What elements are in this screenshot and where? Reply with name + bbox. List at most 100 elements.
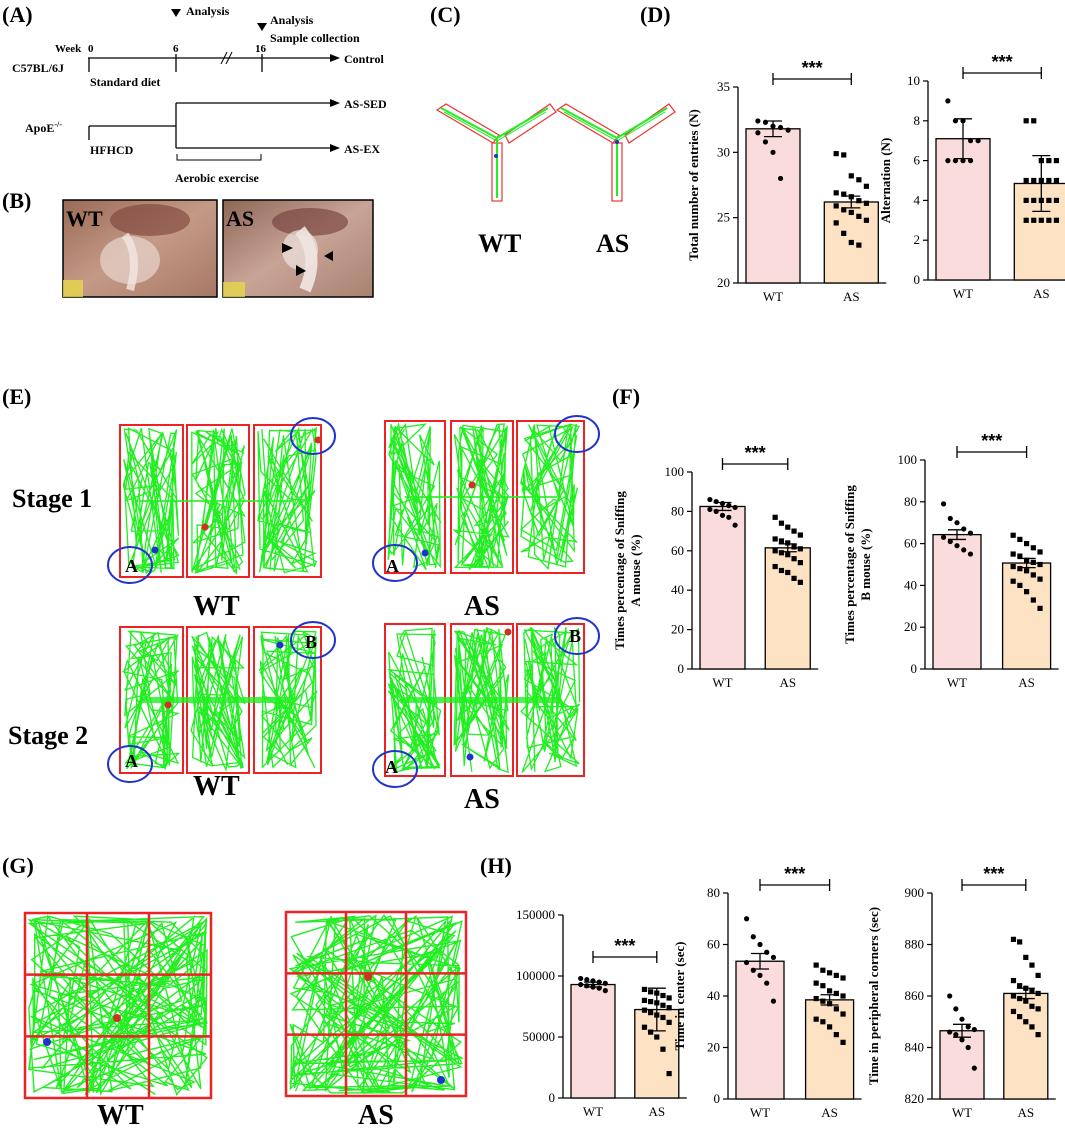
data-point xyxy=(863,217,870,223)
data-point xyxy=(584,983,590,989)
open-field-tracks: WT AS xyxy=(23,910,468,1130)
data-point xyxy=(833,972,839,978)
stage1-wt-mouse-a: A xyxy=(125,556,138,576)
y-tick-label: 60 xyxy=(671,543,684,558)
chamber-set-2 xyxy=(372,415,600,582)
panel-label-d: (D) xyxy=(640,2,671,27)
sample-collection-label: Sample collection xyxy=(270,31,360,45)
data-point xyxy=(833,1032,839,1038)
data-point xyxy=(1017,939,1023,945)
stage2-as-mouse-b: B xyxy=(569,626,581,646)
data-point xyxy=(841,152,847,158)
data-point xyxy=(820,983,826,989)
data-point xyxy=(947,515,953,522)
data-point xyxy=(707,496,713,503)
data-point xyxy=(1023,985,1029,991)
y-tick-label: 20 xyxy=(904,619,917,634)
data-point xyxy=(770,998,777,1004)
data-point xyxy=(967,551,974,557)
data-point xyxy=(856,198,862,204)
panel-label-a: (A) xyxy=(2,2,33,27)
data-point xyxy=(1029,1024,1035,1030)
data-point xyxy=(772,548,778,554)
stage-2-label: Stage 2 xyxy=(8,721,88,750)
week-tick-6: 6 xyxy=(173,43,179,55)
open-field-as-label: AS xyxy=(358,1100,394,1130)
bar-wt xyxy=(735,960,785,1100)
significance-label: *** xyxy=(992,52,1013,72)
x-tick-label: AS xyxy=(1018,675,1035,690)
y-maze-as-label: AS xyxy=(596,229,629,258)
x-tick-label: AS xyxy=(1033,286,1050,301)
bar-as xyxy=(1003,992,1049,1100)
data-point xyxy=(772,514,778,520)
data-point xyxy=(713,498,719,505)
data-point xyxy=(1010,1008,1017,1015)
data-point xyxy=(841,230,847,236)
chamber-set-1 xyxy=(107,417,336,584)
data-point xyxy=(590,978,596,984)
data-point xyxy=(840,993,846,999)
data-point xyxy=(791,528,797,534)
data-point xyxy=(863,183,870,189)
aerobic-exercise-label: Aerobic exercise xyxy=(175,171,260,185)
data-point xyxy=(778,538,785,544)
analysis-marker-2 xyxy=(257,23,267,31)
plaque-arrow-3 xyxy=(324,251,333,261)
week-label: Week xyxy=(55,43,82,55)
data-point xyxy=(1017,983,1023,989)
data-point xyxy=(833,203,839,209)
y-axis-label: Time in center (sec) xyxy=(672,942,687,1051)
y-tick-label: 8 xyxy=(914,113,921,128)
analysis-marker-1 xyxy=(171,9,181,17)
data-point xyxy=(778,520,785,526)
data-point xyxy=(965,1024,971,1030)
data-point xyxy=(578,981,584,988)
data-point xyxy=(743,959,750,966)
data-point xyxy=(954,520,960,526)
data-point xyxy=(654,1012,660,1018)
y-tick-label: 900 xyxy=(905,885,925,900)
y-tick-label: 0 xyxy=(714,1091,721,1106)
data-point xyxy=(778,567,785,574)
data-point xyxy=(1038,197,1044,203)
data-point xyxy=(757,941,763,948)
data-point xyxy=(841,191,847,197)
hfhcd-diet-label: HFHCD xyxy=(90,143,134,157)
data-point xyxy=(833,220,839,226)
chamber-set-4 xyxy=(372,617,600,788)
open-field-wt-label: WT xyxy=(97,1100,144,1130)
data-point xyxy=(947,1029,953,1035)
as-ex-group-label: AS-EX xyxy=(344,142,380,156)
data-point xyxy=(940,534,947,540)
data-point xyxy=(1038,158,1044,164)
y-axis-label: Total number of entries (N) xyxy=(686,109,701,261)
data-point xyxy=(863,200,870,206)
chart-h3: 820 840 860 880 900 Time in peripheral corner… xyxy=(866,864,1056,1120)
data-point xyxy=(641,1024,648,1030)
y-tick-label: 35 xyxy=(717,79,730,94)
y-tick-label: 40 xyxy=(671,582,684,597)
stage2-as-label: AS xyxy=(464,784,500,815)
data-point xyxy=(967,158,974,164)
y-axis-label: Times percentage of SniffingB mouse (%) xyxy=(842,485,873,644)
three-chamber-tracks: Stage 1 Stage 2 WT AS WT AS A A A A B B xyxy=(8,415,600,815)
y-tick-label: 100 xyxy=(898,452,918,467)
data-point xyxy=(960,158,966,164)
data-point xyxy=(1023,217,1029,223)
y-tick-label: 2 xyxy=(914,232,921,247)
data-point xyxy=(947,538,953,545)
y-maze-tracks: WT AS xyxy=(435,103,676,258)
y-tick-label: 150000 xyxy=(516,907,555,922)
data-point xyxy=(1037,561,1043,568)
y-tick-label: 40 xyxy=(707,988,720,1003)
data-point xyxy=(967,138,974,144)
y-maze-wt-label: WT xyxy=(478,229,521,258)
data-point xyxy=(666,1005,672,1011)
x-tick-label: WT xyxy=(583,1104,603,1119)
bar-wt xyxy=(570,983,616,1099)
x-tick-label: WT xyxy=(712,675,732,690)
data-point xyxy=(1030,597,1036,603)
data-point xyxy=(971,1065,977,1071)
